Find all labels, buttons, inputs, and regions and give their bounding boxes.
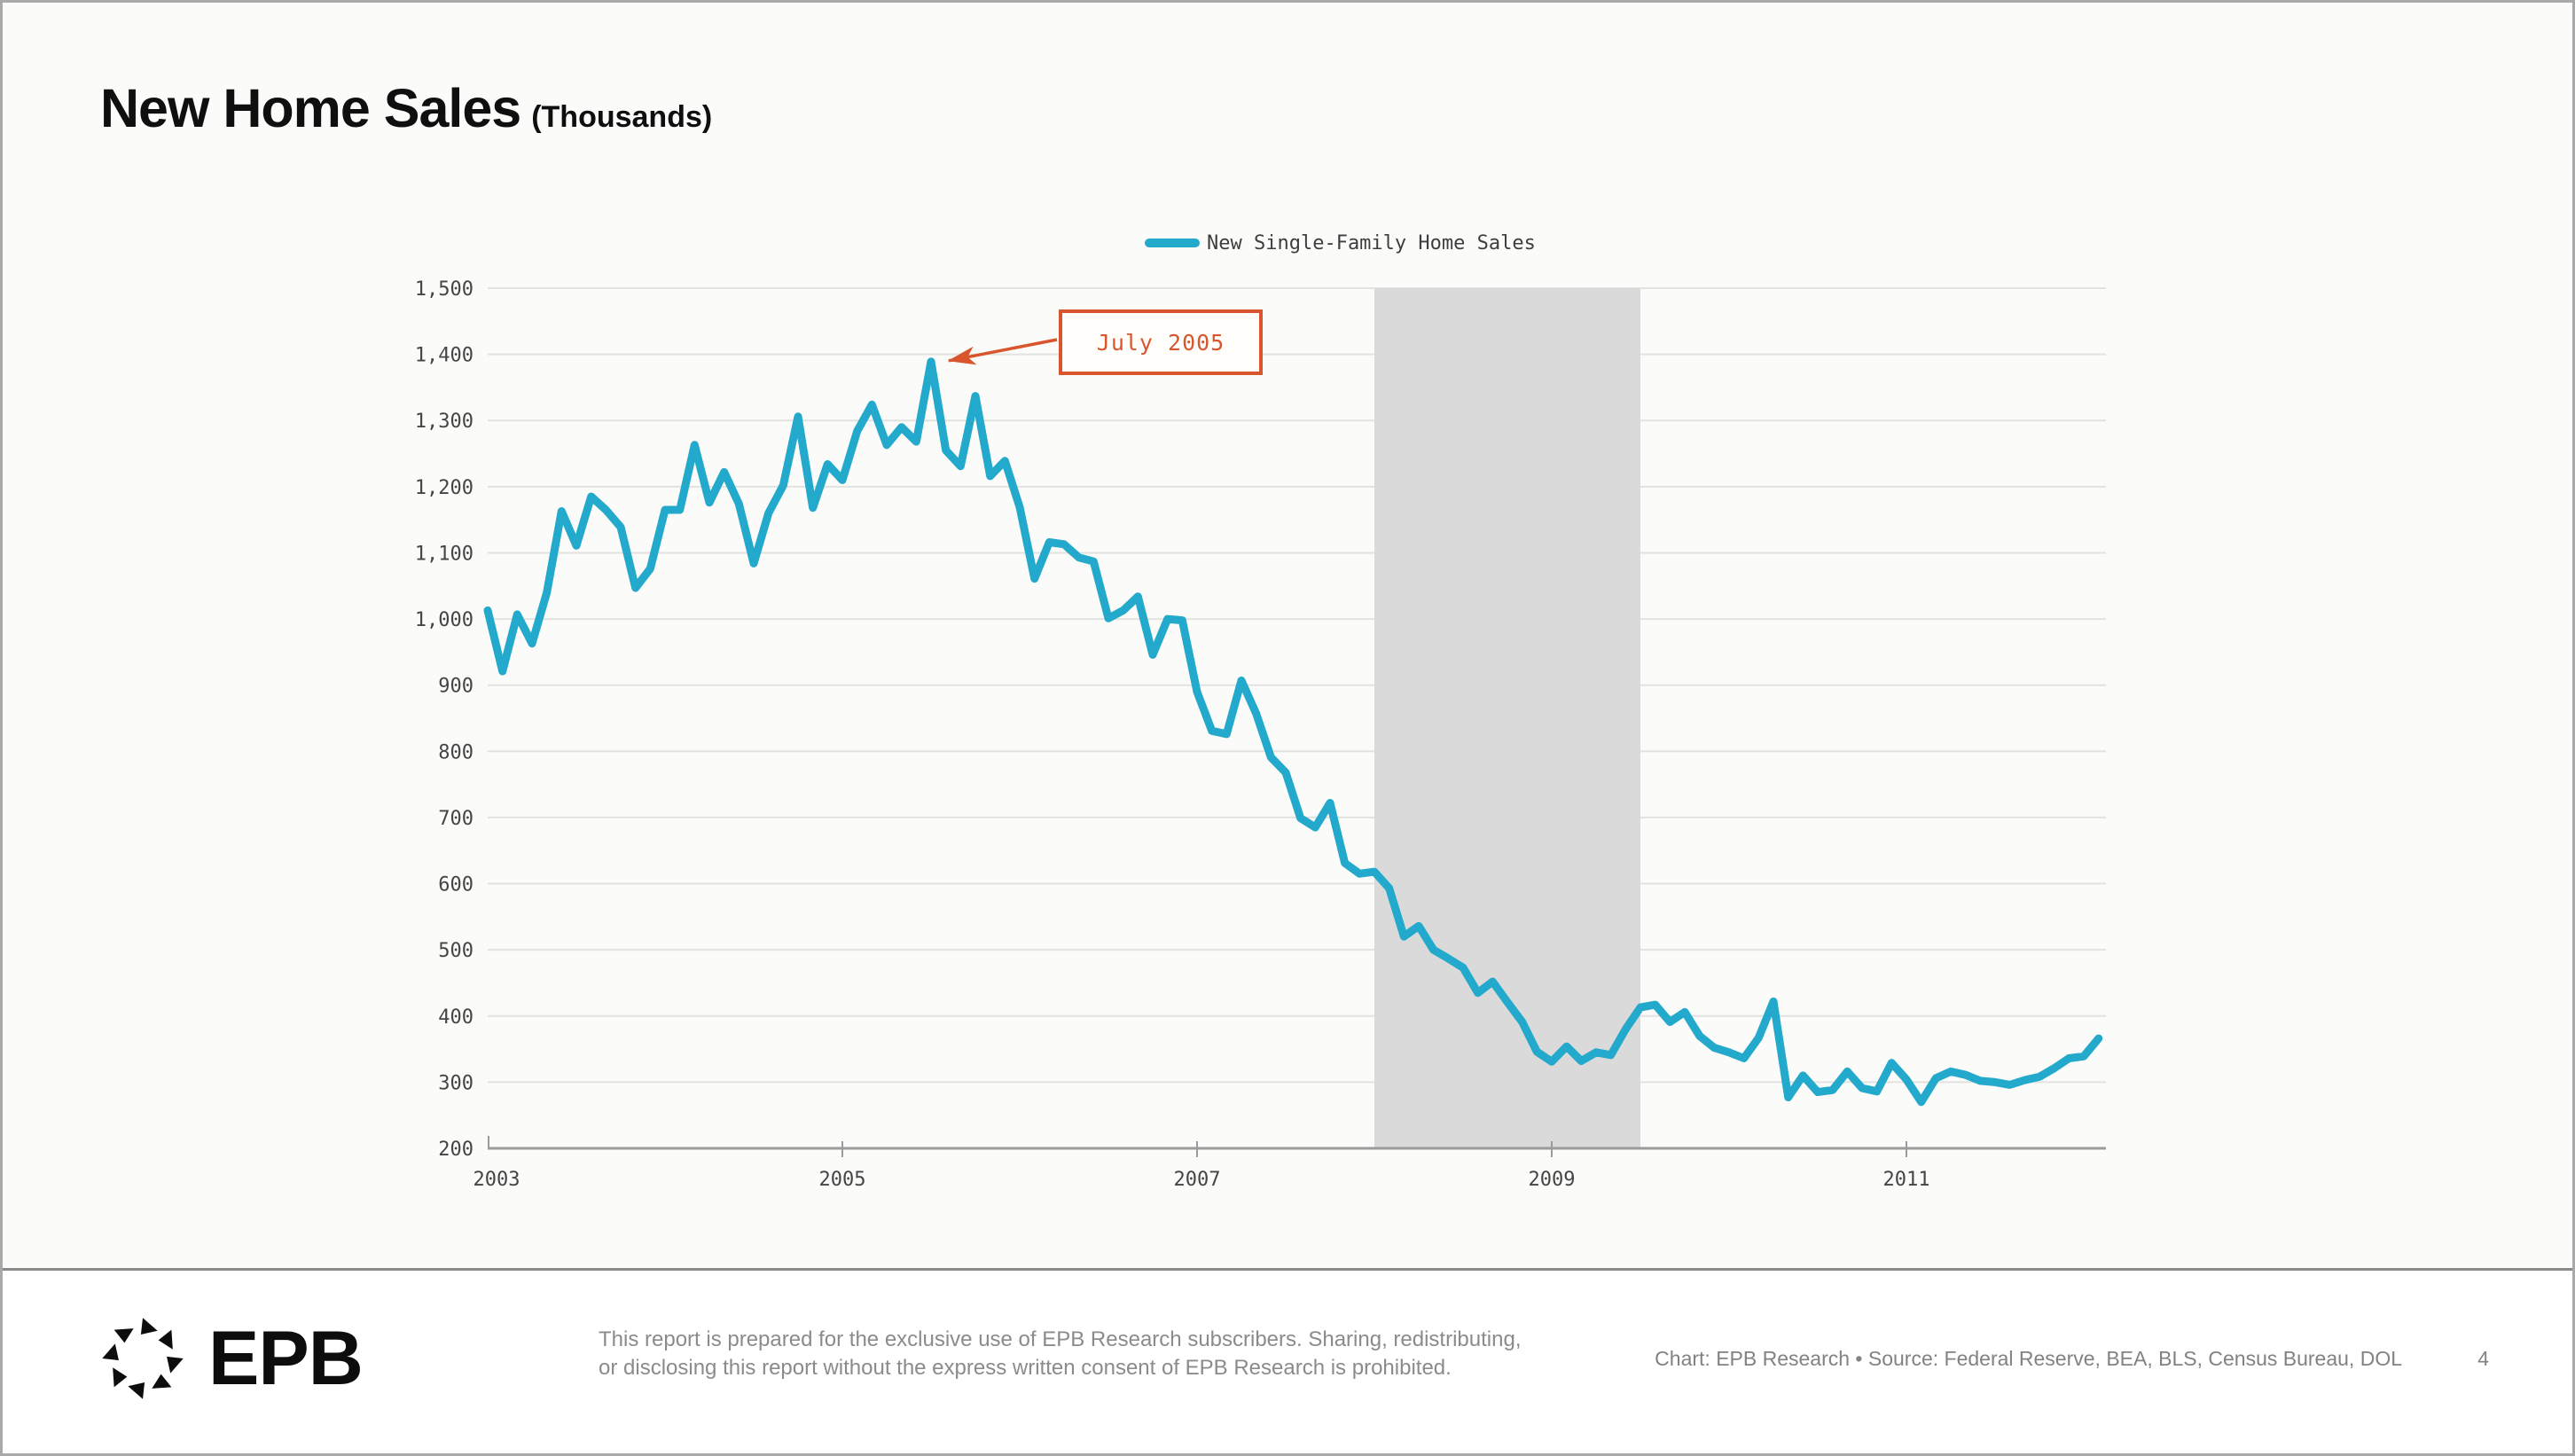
line-chart: 200 300 400 500 600 700 800 900 1,000 1,100 1,200 1… bbox=[415, 278, 2106, 1191]
page-number: 4 bbox=[2477, 1347, 2489, 1370]
chart-title-unit: (Thousands) bbox=[531, 100, 713, 134]
y-axis-tick-label: 1,000 bbox=[415, 609, 474, 631]
y-axis-tick-label: 300 bbox=[438, 1072, 474, 1094]
data-series-group bbox=[483, 357, 2103, 1107]
annotation-arrow-group bbox=[947, 338, 1058, 365]
y-axis-tick-label: 500 bbox=[438, 940, 474, 962]
recession-shading bbox=[1374, 288, 1640, 1148]
annotation-arrow bbox=[947, 338, 1058, 365]
x-axis-tick-label: 2003 bbox=[474, 1169, 520, 1191]
x-axis-group: 2003 2005 2007 2009 2011 bbox=[474, 1136, 2106, 1191]
x-axis-tick-label: 2009 bbox=[1529, 1169, 1576, 1191]
y-axis-tick-label: 900 bbox=[438, 676, 474, 698]
epb-wordmark: EPB bbox=[208, 1315, 364, 1401]
gridlines bbox=[488, 287, 2106, 1084]
legend-label: New Single-Family Home Sales bbox=[1207, 231, 1536, 254]
page-title: New Home Sales (Thousands) bbox=[100, 77, 712, 139]
recession-band-group bbox=[1374, 288, 1640, 1148]
annotation-july-2005: July 2005 bbox=[1059, 309, 1263, 375]
disclaimer-line-1: This report is prepared for the exclusiv… bbox=[599, 1327, 1522, 1351]
y-axis-tick-label: 1,500 bbox=[415, 278, 474, 301]
epb-emblem-icon bbox=[102, 1318, 184, 1399]
y-axis-tick-label: 800 bbox=[438, 741, 474, 763]
y-axis-labels: 200 300 400 500 600 700 800 900 1,000 1,100 1,200 1… bbox=[415, 278, 474, 1161]
y-axis-tick-label: 400 bbox=[438, 1006, 474, 1029]
epb-logo: EPB bbox=[97, 1310, 364, 1407]
x-axis-tick-label: 2007 bbox=[1174, 1169, 1221, 1191]
disclaimer-text: This report is prepared for the exclusiv… bbox=[599, 1326, 1521, 1382]
y-axis-tick-label: 1,300 bbox=[415, 411, 474, 433]
chart-source-credit: Chart: EPB Research • Source: Federal Re… bbox=[1655, 1347, 2402, 1370]
sales-line bbox=[483, 357, 2103, 1107]
x-axis-tick-label: 2011 bbox=[1883, 1169, 1930, 1191]
y-axis-tick-label: 700 bbox=[438, 808, 474, 830]
footer: EPB This report is prepared for the excl… bbox=[3, 1268, 2572, 1453]
legend-line-swatch bbox=[1145, 239, 1200, 247]
disclaimer-line-2: or disclosing this report without the ex… bbox=[599, 1356, 1452, 1380]
y-axis-tick-label: 1,400 bbox=[415, 345, 474, 367]
x-axis-tick-label: 2005 bbox=[819, 1169, 866, 1191]
y-axis-tick-label: 200 bbox=[438, 1139, 474, 1161]
legend: New Single-Family Home Sales bbox=[1145, 230, 1536, 256]
y-axis-tick-label: 1,100 bbox=[415, 543, 474, 565]
y-axis-tick-label: 600 bbox=[438, 874, 474, 896]
chart-title: New Home Sales bbox=[100, 78, 521, 138]
y-axis-tick-label: 1,200 bbox=[415, 477, 474, 499]
